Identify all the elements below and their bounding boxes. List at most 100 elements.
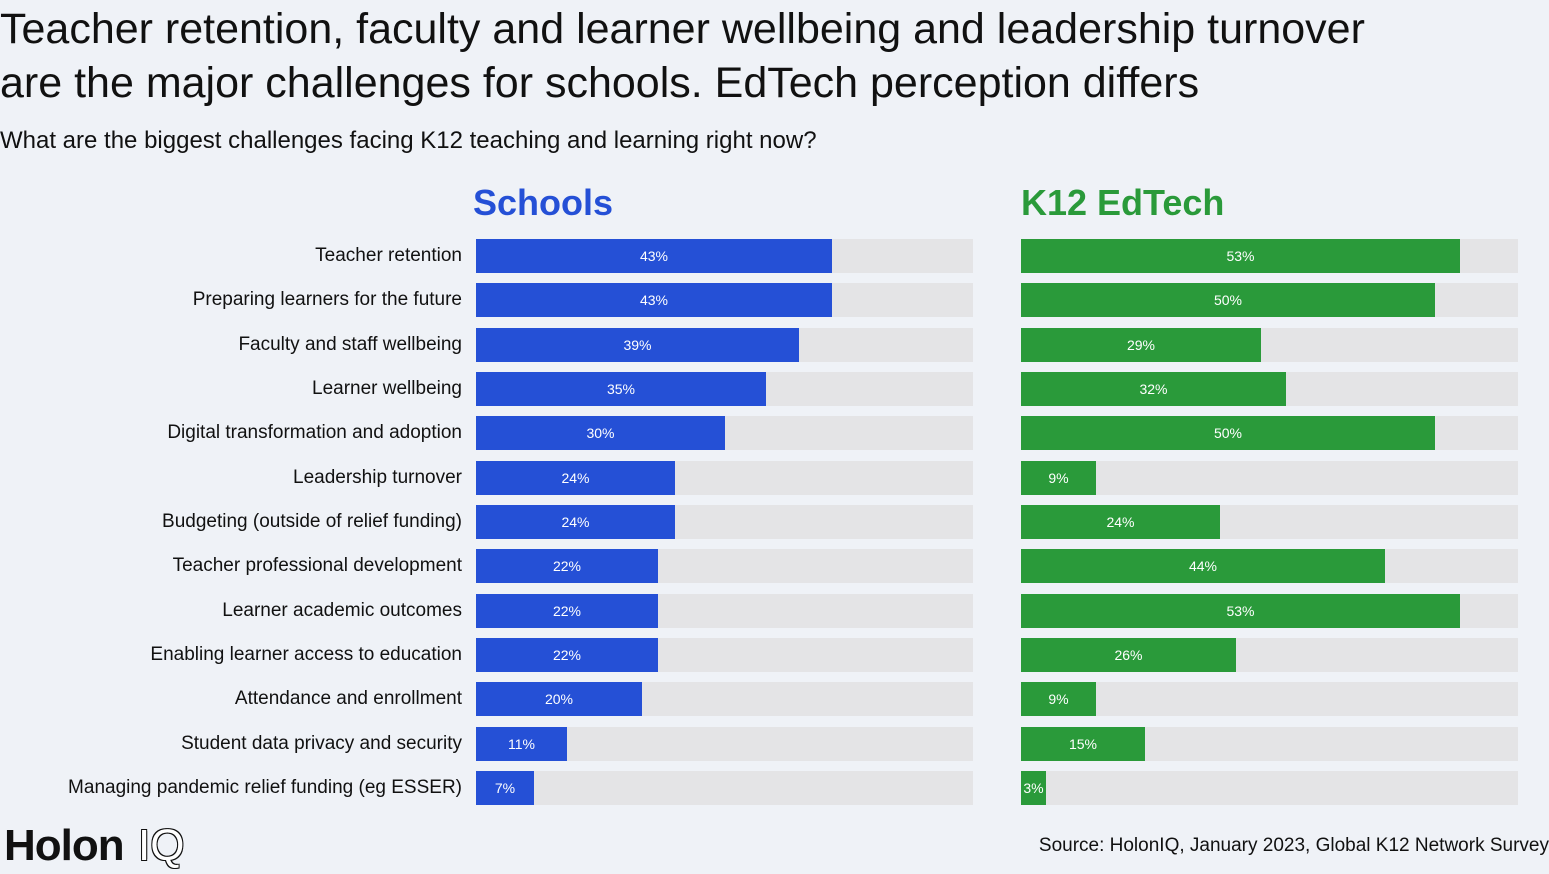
category-label: Faculty and staff wellbeing [238, 334, 462, 355]
schools-bar-value-label: 20% [544, 691, 574, 707]
category-label: Teacher retention [315, 245, 462, 266]
edtech-bar [1021, 283, 1435, 317]
schools-bar [476, 505, 675, 539]
schools-bar [476, 638, 658, 672]
schools-bar [476, 372, 766, 406]
schools-bar-value-label: 43% [639, 292, 669, 308]
edtech-bar-track: 9% [1021, 461, 1518, 495]
edtech-bar [1021, 505, 1220, 539]
category-label: Learner academic outcomes [222, 600, 462, 621]
edtech-bar-value-label: 26% [1114, 647, 1143, 663]
schools-bar-value-label: 24% [561, 470, 590, 486]
schools-bar [476, 594, 658, 628]
edtech-bar-track: 24% [1021, 505, 1518, 539]
schools-bar [476, 283, 832, 317]
schools-bar-track: 24% [476, 505, 973, 539]
schools-bar-track: 20% [476, 682, 973, 716]
schools-bar-value-label: 22% [552, 558, 582, 574]
schools-bar-track: 24% [476, 461, 973, 495]
edtech-bar-track: 9% [1021, 682, 1518, 716]
edtech-bar-track: 32% [1021, 372, 1518, 406]
edtech-bar-track: 15% [1021, 727, 1518, 761]
schools-bar [476, 727, 567, 761]
edtech-bar-value-label: 9% [1048, 691, 1069, 707]
schools-bar-track: 43% [476, 283, 973, 317]
category-label: Preparing learners for the future [192, 289, 462, 310]
logo-text-main: Holon [4, 821, 125, 870]
schools-bar-value-label: 43% [639, 248, 669, 264]
category-label: Budgeting (outside of relief funding) [162, 511, 462, 532]
schools-bar-track: 39% [476, 328, 973, 362]
edtech-bar-value-label: 53% [1226, 248, 1255, 264]
edtech-bar [1021, 239, 1460, 273]
edtech-bar-value-label: 44% [1188, 558, 1218, 574]
schools-bar-value-label: 7% [494, 780, 516, 796]
schools-bar-value-label: 39% [623, 337, 652, 353]
edtech-bar-value-label: 15% [1068, 736, 1098, 752]
edtech-panel-title: K12 EdTech [1021, 182, 1225, 223]
schools-bar-track: 11% [476, 727, 973, 761]
schools-panel-title: Schools [473, 182, 614, 223]
schools-bar [476, 461, 675, 495]
edtech-bar-track: 53% [1021, 594, 1518, 628]
source-note: Source: HolonIQ, January 2023, Global K1… [1038, 835, 1549, 856]
edtech-bar [1021, 416, 1435, 450]
category-label: Enabling learner access to education [150, 644, 462, 665]
edtech-bar-value-label: 53% [1226, 603, 1255, 619]
edtech-bar-track: 44% [1021, 549, 1518, 583]
chart-title-line-1: Teacher retention, faculty and learner w… [0, 5, 1365, 53]
schools-bar-value-label: 24% [561, 514, 590, 530]
category-label: Leadership turnover [293, 467, 462, 488]
edtech-bar-track: 53% [1021, 239, 1518, 273]
edtech-bar-value-label: 29% [1126, 337, 1156, 353]
category-label: Teacher professional development [172, 555, 462, 576]
edtech-bar-track: 3% [1021, 771, 1518, 805]
edtech-bar-value-label: 3% [1023, 780, 1044, 796]
edtech-bar [1021, 328, 1261, 362]
category-label: Learner wellbeing [312, 378, 462, 399]
schools-bar-track: 22% [476, 549, 973, 583]
edtech-bar-value-label: 50% [1213, 292, 1243, 308]
schools-bar [476, 328, 799, 362]
schools-bar-track: 7% [476, 771, 973, 805]
category-label: Digital transformation and adoption [167, 422, 462, 443]
edtech-bar-value-label: 24% [1106, 514, 1135, 530]
edtech-bar [1021, 682, 1096, 716]
schools-bar-track: 22% [476, 638, 973, 672]
category-label: Attendance and enrollment [234, 688, 462, 709]
chart-title: Teacher retention, faculty and learner w… [0, 2, 1549, 110]
holoniq-logo: Holon [4, 818, 125, 874]
edtech-bar-track: 50% [1021, 283, 1518, 317]
schools-bar [476, 549, 658, 583]
edtech-bar-track: 26% [1021, 638, 1518, 672]
schools-bar-track: 43% [476, 239, 973, 273]
edtech-bar-value-label: 32% [1139, 381, 1168, 397]
schools-bar-track: 35% [476, 372, 973, 406]
schools-bar-value-label: 22% [552, 647, 582, 663]
schools-bar [476, 416, 725, 450]
edtech-bar [1021, 372, 1286, 406]
schools-bar-track: 30% [476, 416, 973, 450]
edtech-bar-value-label: 50% [1213, 425, 1243, 441]
edtech-bar [1021, 771, 1046, 805]
edtech-bar [1021, 549, 1385, 583]
chart-subtitle: What are the biggest challenges facing K… [0, 127, 817, 154]
edtech-bar [1021, 594, 1460, 628]
edtech-bar-track: 29% [1021, 328, 1518, 362]
chart-title-line-2: are the major challenges for schools. Ed… [0, 59, 1200, 107]
schools-bar-value-label: 11% [508, 736, 535, 752]
schools-bar [476, 239, 832, 273]
schools-bar [476, 682, 642, 716]
edtech-bar-track: 50% [1021, 416, 1518, 450]
edtech-bar-value-label: 9% [1048, 470, 1069, 486]
schools-bar-value-label: 35% [606, 381, 636, 397]
schools-bar-value-label: 30% [586, 425, 615, 441]
schools-bar-value-label: 22% [552, 603, 582, 619]
schools-bar-track: 22% [476, 594, 973, 628]
edtech-bar [1021, 638, 1236, 672]
edtech-bar [1021, 461, 1096, 495]
logo-text-suffix: IQ [138, 821, 185, 870]
category-label: Student data privacy and security [181, 733, 462, 754]
schools-bar [476, 771, 534, 805]
edtech-bar [1021, 727, 1145, 761]
